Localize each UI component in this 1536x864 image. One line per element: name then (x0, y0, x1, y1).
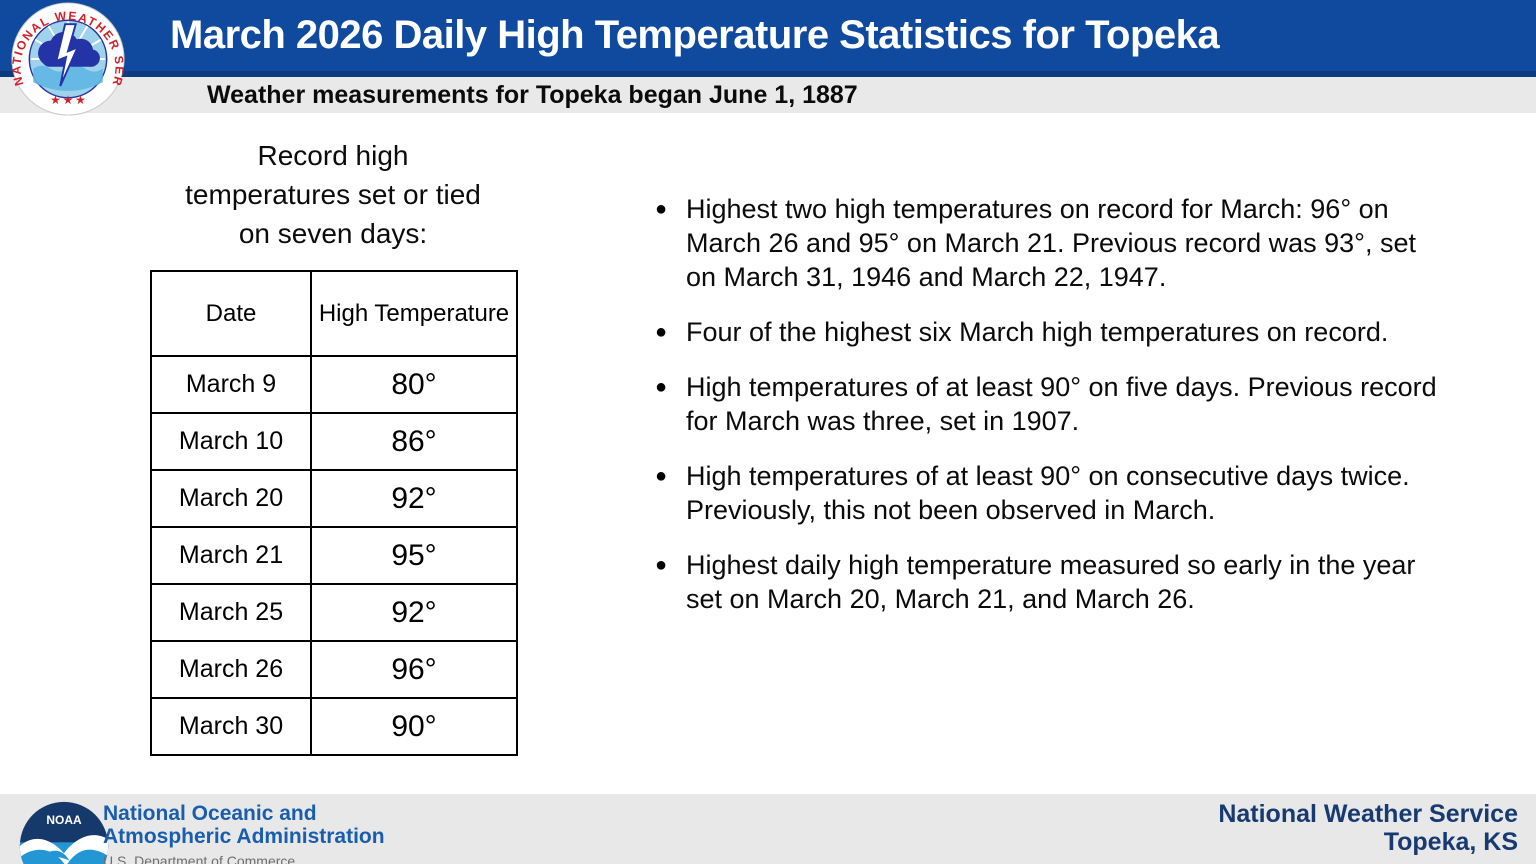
page-title: March 2026 Daily High Temperature Statis… (170, 13, 1220, 57)
cell-high-temperature: 90° (310, 697, 518, 756)
noaa-logo-icon: NOAA (19, 801, 109, 864)
cell-high-temperature: 86° (310, 412, 518, 471)
table-row: March 25 92° (150, 583, 518, 642)
cell-date: March 10 (150, 412, 312, 471)
stats-bullet-list: ● Highest two high temperatures on record… (655, 192, 1437, 637)
record-heading-line: Record high (257, 140, 409, 171)
table-row: March 21 95° (150, 526, 518, 585)
table-row: March 10 86° (150, 412, 518, 471)
record-table-body: March 9 80° March 10 86° March 20 92° March 21… (150, 355, 518, 756)
stat-bullet-text: Four of the highest six March high tempe… (686, 317, 1389, 347)
record-heading-line: temperatures set or tied (185, 179, 481, 210)
noaa-name-line2: Atmospheric Administration (103, 825, 385, 848)
cell-date: March 21 (150, 526, 312, 585)
stat-bullet-text: High temperatures of at least 90° on fiv… (686, 372, 1437, 436)
nws-logo-icon: NATIONAL WEATHER SERVICE ★ ★ ★ (10, 1, 125, 116)
bullet-icon: ● (655, 321, 668, 343)
column-header-high-temperature: High Temperature (310, 270, 518, 357)
cell-date: March 9 (150, 355, 312, 414)
table-row: March 20 92° (150, 469, 518, 528)
record-heading: Record high temperatures set or tied on … (128, 136, 538, 253)
header-bar (0, 0, 1536, 77)
cell-date: March 26 (150, 640, 312, 699)
bullet-icon: ● (655, 554, 668, 576)
cell-date: March 25 (150, 583, 312, 642)
cell-date: March 30 (150, 697, 312, 756)
nws-stars: ★ ★ ★ (51, 94, 86, 106)
table-row: March 9 80° (150, 355, 518, 414)
stat-bullet-item: ● Highest daily high temperature measured… (655, 548, 1437, 616)
record-high-table: Date High Temperature March 9 80° March 10… (150, 270, 518, 756)
stat-bullet-item: ● High temperatures of at least 90° on fi… (655, 370, 1437, 438)
noaa-text-block: National Oceanic and Atmospheric Adminis… (103, 802, 385, 864)
cell-high-temperature: 92° (310, 583, 518, 642)
noaa-name-line1: National Oceanic and (103, 802, 317, 825)
stat-bullet-item: ● Highest two high temperatures on record… (655, 192, 1437, 294)
subheader-bar (0, 77, 1536, 113)
commerce-line: U.S. Department of Commerce (103, 853, 296, 864)
nws-office-line1: National Weather Service (1218, 800, 1518, 828)
stat-bullet-text: Highest daily high temperature measured … (686, 550, 1416, 614)
stat-bullet-item: ● Four of the highest six March high temp… (655, 315, 1437, 349)
stat-bullet-text: High temperatures of at least 90° on con… (686, 461, 1410, 525)
column-header-date: Date (150, 270, 312, 357)
stat-bullet-text: Highest two high temperatures on record … (686, 194, 1416, 292)
cell-high-temperature: 95° (310, 526, 518, 585)
cell-high-temperature: 96° (310, 640, 518, 699)
footer-bar: NOAA National Oceanic and Atmospheric Ad… (0, 794, 1536, 864)
cell-high-temperature: 80° (310, 355, 518, 414)
record-heading-line: on seven days: (238, 218, 428, 249)
table-row: March 30 90° (150, 697, 518, 756)
bullet-icon: ● (655, 198, 668, 220)
nws-office-block: National Weather Service Topeka, KS (1218, 800, 1518, 856)
bullet-icon: ● (655, 465, 668, 487)
subheader-text: Weather measurements for Topeka began Ju… (207, 81, 858, 109)
noaa-logo-label: NOAA (46, 813, 82, 827)
table-row: March 26 96° (150, 640, 518, 699)
cell-date: March 20 (150, 469, 312, 528)
bullet-icon: ● (655, 376, 668, 398)
nws-office-line2: Topeka, KS (1383, 828, 1518, 856)
cell-high-temperature: 92° (310, 469, 518, 528)
stat-bullet-item: ● High temperatures of at least 90° on co… (655, 459, 1437, 527)
table-header-row: Date High Temperature (150, 270, 518, 357)
